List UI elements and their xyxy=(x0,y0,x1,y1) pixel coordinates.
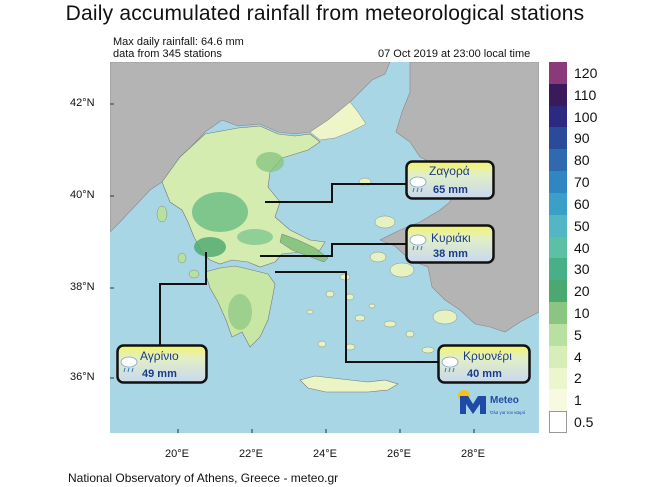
station-box-kryoneri: Κρυονέρι 40 mm xyxy=(437,344,531,389)
colorbar-label: 90 xyxy=(574,130,590,147)
colorbar-label: 4 xyxy=(574,348,582,365)
colorbar-label: 0.5 xyxy=(574,414,594,431)
station-box-zagora: Ζαγορά 65 mm xyxy=(405,160,495,205)
colorbar-swatch xyxy=(549,214,567,238)
colorbar-label: 80 xyxy=(574,152,590,169)
station-card: Αγρίνιο 49 mm xyxy=(116,344,208,384)
meteo-m-icon xyxy=(460,396,486,414)
colorbar-label: 50 xyxy=(574,217,590,234)
station-value-kryoneri: 40 mm xyxy=(467,368,502,380)
colorbar-label: 2 xyxy=(574,370,582,387)
lat-label-38: 38°N xyxy=(70,281,95,293)
colorbar-swatch xyxy=(549,192,567,216)
station-name-kryoneri: Κρυονέρι xyxy=(463,349,512,363)
meteo-tagline: Όλα για τον καιρό xyxy=(489,409,526,415)
lat-label-40: 40°N xyxy=(70,189,95,201)
station-card: Κρυονέρι 40 mm xyxy=(437,344,531,384)
colorbar-swatch xyxy=(549,62,567,85)
callout-line-zagora xyxy=(265,183,406,203)
chart-title: Daily accumulated rainfall from meteorol… xyxy=(65,2,585,25)
timestamp-label: 07 Oct 2019 at 23:00 local time xyxy=(378,48,531,60)
axis-ticks xyxy=(110,103,475,433)
colorbar-label: 100 xyxy=(574,108,598,125)
colorbar-swatch xyxy=(549,236,567,259)
cloud-rain-icon xyxy=(120,356,138,373)
rain-core-peloponnese xyxy=(228,294,252,330)
thrace-land xyxy=(309,101,367,141)
colorbar-swatch xyxy=(549,105,567,128)
colorbar-swatch xyxy=(549,367,567,390)
colorbar-label: 70 xyxy=(574,174,590,191)
colorbar-label: 5 xyxy=(574,326,582,343)
rain-core-aitoloakarnania xyxy=(194,237,226,257)
colorbar-label: 20 xyxy=(574,283,590,300)
colorbar-swatch xyxy=(549,258,567,281)
station-value-agrinio: 49 mm xyxy=(142,368,177,380)
colorbar-swatch xyxy=(549,83,567,107)
station-count-label: data from 345 stations xyxy=(113,48,222,60)
colorbar-swatch xyxy=(549,171,567,194)
station-box-agrinio: Αγρίνιο 49 mm xyxy=(116,344,208,389)
colorbar-swatch xyxy=(549,411,567,434)
meteo-logo: Meteo Όλα για τον καιρό xyxy=(456,388,536,422)
station-card: Κυριάκι 38 mm xyxy=(405,224,495,264)
cloud-rain-icon xyxy=(409,176,427,193)
lon-label-20: 20°E xyxy=(165,448,189,460)
colorbar-label: 60 xyxy=(574,195,590,212)
lon-label-28: 28°E xyxy=(461,448,485,460)
callout-lines xyxy=(159,183,438,363)
station-value-kyriaki: 38 mm xyxy=(433,248,468,260)
colorbar-swatch xyxy=(549,345,567,369)
rain-core-chalkidiki xyxy=(256,152,284,172)
lon-label-24: 24°E xyxy=(313,448,337,460)
meteo-logo-graphic: Meteo Όλα για τον καιρό xyxy=(458,390,526,415)
station-value-zagora: 65 mm xyxy=(433,184,468,196)
colorbar-swatch xyxy=(549,127,567,150)
colorbar xyxy=(549,62,567,434)
colorbar-swatch xyxy=(549,323,567,347)
cloud-rain-icon xyxy=(409,234,427,251)
station-box-kyriaki: Κυριάκι 38 mm xyxy=(405,224,495,269)
lon-label-26: 26°E xyxy=(387,448,411,460)
colorbar-label: 40 xyxy=(574,239,590,256)
crete-island xyxy=(299,375,399,393)
rain-core-thessaly xyxy=(192,192,248,232)
station-card: Ζαγορά 65 mm xyxy=(405,160,495,200)
ionian-islands xyxy=(156,205,200,279)
colorbar-label: 10 xyxy=(574,304,590,321)
lon-label-22: 22°E xyxy=(239,448,263,460)
colorbar-swatch xyxy=(549,302,567,325)
callout-line-kyriaki xyxy=(260,243,406,257)
rain-core-fthiotida xyxy=(237,229,273,245)
station-name-kyriaki: Κυριάκι xyxy=(431,231,471,245)
colorbar-swatch xyxy=(549,280,567,303)
cloud-rain-icon xyxy=(441,356,459,373)
colorbar-label: 110 xyxy=(574,86,597,103)
colorbar-swatch xyxy=(549,149,567,172)
callout-line-kryoneri xyxy=(275,271,438,363)
lat-label-42: 42°N xyxy=(70,97,95,109)
colorbar-label: 1 xyxy=(574,392,582,409)
max-rainfall-label: Max daily rainfall: 64.6 mm xyxy=(113,36,244,48)
callout-line-agrinio xyxy=(159,252,207,357)
meteo-brand: Meteo xyxy=(490,395,519,406)
colorbar-label: 120 xyxy=(574,64,598,81)
balkans-land xyxy=(110,62,391,233)
colorbar-swatch xyxy=(549,389,567,412)
colorbar-label: 30 xyxy=(574,261,590,278)
footer-credit: National Observatory of Athens, Greece -… xyxy=(68,471,339,485)
lat-label-36: 36°N xyxy=(70,371,95,383)
station-name-zagora: Ζαγορά xyxy=(429,164,470,178)
station-name-agrinio: Αγρίνιο xyxy=(140,349,179,363)
